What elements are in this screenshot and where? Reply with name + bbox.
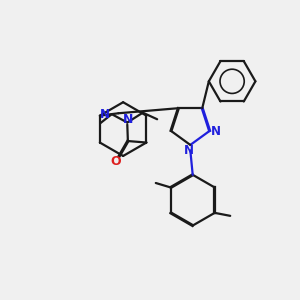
Text: N: N [184, 144, 194, 158]
Text: N: N [123, 113, 133, 126]
Text: N: N [100, 108, 110, 121]
Text: N: N [211, 125, 221, 138]
Text: O: O [111, 155, 121, 168]
